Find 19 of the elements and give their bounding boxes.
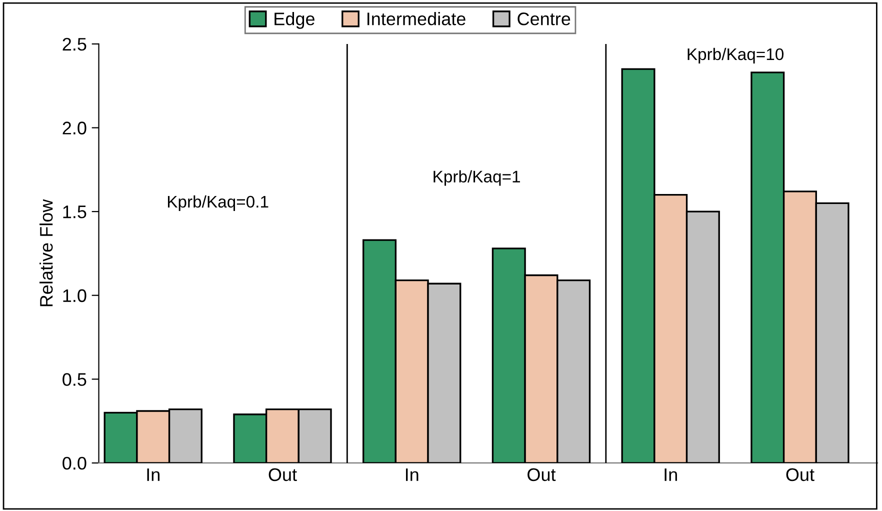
legend-label: Intermediate bbox=[368, 12, 466, 26]
x-tick-label: In bbox=[664, 468, 677, 481]
x-tick-label: Out bbox=[786, 468, 814, 482]
annotation: Kprb/Kaq=1 bbox=[434, 170, 520, 186]
x-tick-label: In bbox=[147, 468, 160, 481]
y-tick-label: 1.5 bbox=[63, 206, 86, 218]
y-axis-title: Relative Flow bbox=[39, 199, 53, 306]
legend-label: Centre bbox=[518, 12, 570, 26]
y-tick-label: 2.5 bbox=[62, 38, 86, 51]
annotation: Kprb/Kaq=0.1 bbox=[168, 195, 268, 211]
annotation: Kprb/Kaq=10 bbox=[688, 48, 784, 64]
legend-label: Edge bbox=[274, 12, 314, 29]
x-tick-label: In bbox=[406, 468, 418, 481]
y-tick-label: 2.0 bbox=[62, 122, 86, 134]
y-tick-label: 1.0 bbox=[63, 289, 86, 302]
y-tick-label: 0.5 bbox=[62, 373, 86, 386]
x-tick-label: Out bbox=[268, 468, 297, 482]
y-tick-label: 0.0 bbox=[62, 456, 86, 470]
x-tick-label: Out bbox=[528, 468, 556, 482]
